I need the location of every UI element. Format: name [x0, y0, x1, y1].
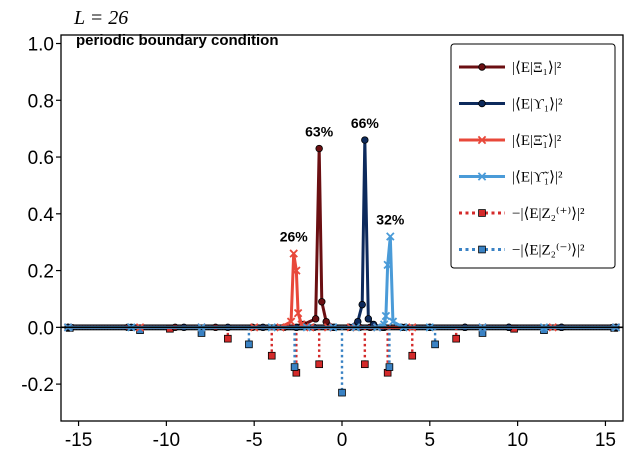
series-4-point [386, 232, 395, 241]
legend-marker [478, 99, 486, 108]
series-6-point [478, 329, 487, 337]
x-marker-stroke [381, 311, 391, 321]
x-tick-label: 15 [595, 430, 616, 447]
x-marker-stroke [388, 317, 398, 326]
legend-marker [477, 135, 487, 145]
legend-marker [478, 209, 486, 217]
peak-annotation: 63% [305, 124, 334, 140]
x-tick-label: -5 [246, 430, 263, 447]
series-2-point [354, 317, 362, 326]
series-3-point [293, 308, 303, 318]
y-tick-label: -0.2 [21, 375, 54, 396]
series-4-point [383, 260, 392, 270]
series-6-point [245, 340, 253, 349]
x-tick-label: 0 [337, 430, 348, 447]
series-5-point [408, 351, 417, 360]
y-tick-label: 0.8 [28, 91, 54, 112]
series-4-point [381, 311, 391, 321]
series-5-point [224, 334, 232, 343]
legend-label: −|⟨E|Z₂⁽⁻⁾⟩|² [512, 242, 585, 259]
series-6-point [290, 363, 299, 371]
legend-label: |⟨E|ϒ₁⟩|² [512, 97, 563, 113]
plot-frame [60, 34, 624, 422]
x-marker-stroke [292, 266, 301, 275]
series-5 [166, 324, 518, 377]
series-3-point [286, 317, 296, 326]
y-tick-label: 0.2 [28, 262, 54, 283]
legend-label: |⟨E|Ξ̃₁⟩|² [512, 133, 562, 149]
series-4-point [388, 317, 398, 326]
legend-label: |⟨E|ϒ̃₁⟩|² [512, 170, 563, 186]
series-5-point [361, 360, 369, 369]
series-2-point [358, 300, 366, 309]
peak-annotation: 26% [280, 229, 309, 245]
series-6-point [431, 340, 439, 349]
series-3-point [289, 249, 298, 258]
legend-marker [478, 63, 486, 71]
series-6-point [338, 388, 346, 397]
x-marker-stroke [477, 172, 487, 181]
legend-item-5: −|⟨E|Z₂⁽⁺⁾⟩|² [459, 205, 585, 222]
x-marker-stroke [386, 232, 395, 241]
x-marker-stroke [293, 308, 303, 318]
legend-item-6: −|⟨E|Z₂⁽⁻⁾⟩|² [459, 242, 585, 259]
x-marker-stroke [477, 135, 487, 145]
system-size-label: L = 26 [73, 7, 128, 29]
y-tick-label: 0.4 [28, 205, 55, 226]
series-2-point [364, 315, 373, 323]
series-2-point [361, 136, 369, 144]
legend-item-3: |⟨E|Ξ̃₁⟩|² [459, 133, 562, 149]
peak-annotation: 32% [376, 212, 405, 228]
x-tick-label: -15 [65, 430, 92, 447]
legend-frame [450, 43, 616, 269]
legend-item-2: |⟨E|ϒ₁⟩|² [459, 97, 563, 113]
axis-ticks: -15 -10 -5 0 5 10 15 1.0 0.8 0.6 0.4 0.2 0.0 -0.2 [21, 35, 616, 451]
series-5-point [267, 351, 276, 360]
legend-item-1: |⟨E|Ξ₁⟩|² [459, 60, 562, 76]
x-tick-label: -10 [153, 430, 180, 447]
series-5-point [452, 334, 460, 343]
x-tick-label: 10 [507, 430, 528, 447]
boundary-condition-label: periodic boundary condition [76, 32, 279, 49]
legend-marker [477, 172, 487, 181]
legend-label: |⟨E|Ξ₁⟩|² [512, 60, 562, 76]
series-5-point [315, 360, 323, 369]
legend-label: −|⟨E|Z₂⁽⁺⁾⟩|² [512, 205, 585, 222]
peak-annotations: 63% 66% 26% 32% [280, 115, 405, 245]
series-6-point [385, 363, 394, 371]
series-1-point [315, 144, 323, 153]
x-marker-stroke [383, 260, 392, 270]
y-tick-label: 0.0 [28, 318, 54, 339]
series-1-point [318, 298, 326, 306]
y-tick-label: 1.0 [28, 35, 54, 56]
peak-annotation: 66% [351, 115, 380, 131]
legend-item-4: |⟨E|ϒ̃₁⟩|² [459, 170, 563, 186]
plot-marks [61, 136, 623, 397]
series-1-point [322, 317, 330, 326]
legend-marker [478, 245, 486, 254]
x-tick-label: 5 [425, 430, 436, 447]
series-3-point [292, 266, 301, 275]
series-6-point [197, 329, 206, 337]
x-marker-stroke [286, 317, 296, 326]
x-marker-stroke [289, 249, 298, 258]
legend: |⟨E|Ξ₁⟩|² |⟨E|ϒ₁⟩|² |⟨E|Ξ̃₁⟩|² |⟨E|ϒ̃₁⟩|² −|… [450, 43, 616, 269]
y-tick-label: 0.6 [28, 148, 54, 169]
series-1-point [311, 315, 320, 323]
